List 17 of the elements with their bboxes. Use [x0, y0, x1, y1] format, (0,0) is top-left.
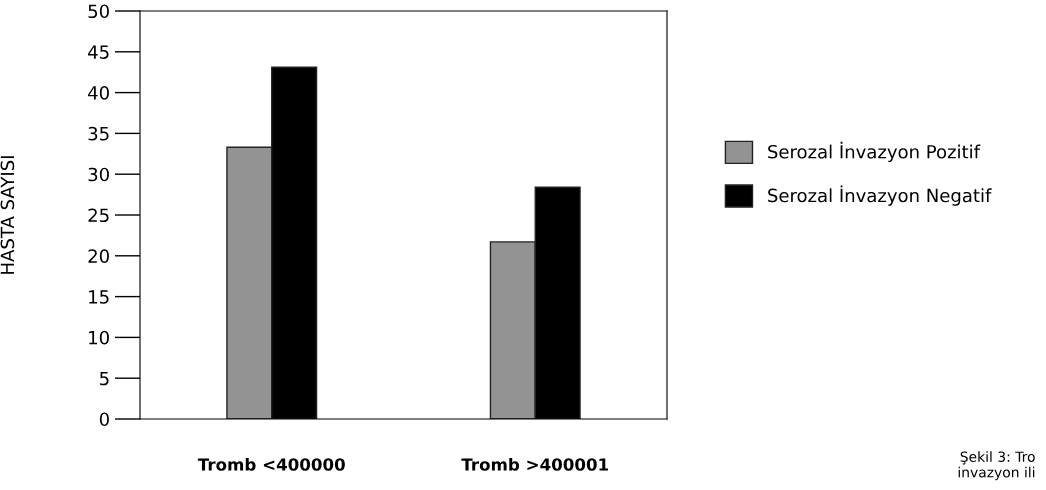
- legend-label: Serozal İnvazyon Pozitif: [768, 141, 981, 163]
- y-tick-label: 45: [88, 45, 109, 59]
- legend-label: Serozal İnvazyon Negatif: [768, 185, 992, 206]
- y-tick-label: 10: [89, 330, 109, 345]
- y-tick-label: 30: [88, 167, 109, 182]
- y-tick-label: 35: [88, 126, 109, 141]
- x-tick-label: Tromb >400001: [461, 457, 609, 471]
- y-tick-label: 5: [100, 371, 109, 386]
- y-tick-label: 15: [89, 290, 109, 304]
- y-tick-label: 50: [88, 4, 109, 19]
- y-tick-label: 0: [99, 412, 109, 427]
- text: Şekil 3: Tro invazyon ili: [958, 451, 1035, 481]
- y-axis-title: HASTA SAYISI: [0, 156, 15, 274]
- y-tick-label: 25: [88, 208, 109, 223]
- y-tick-label: 20: [88, 249, 109, 263]
- y-tick-label: 40: [88, 86, 109, 100]
- x-tick-label: Tromb <400000: [197, 457, 345, 471]
